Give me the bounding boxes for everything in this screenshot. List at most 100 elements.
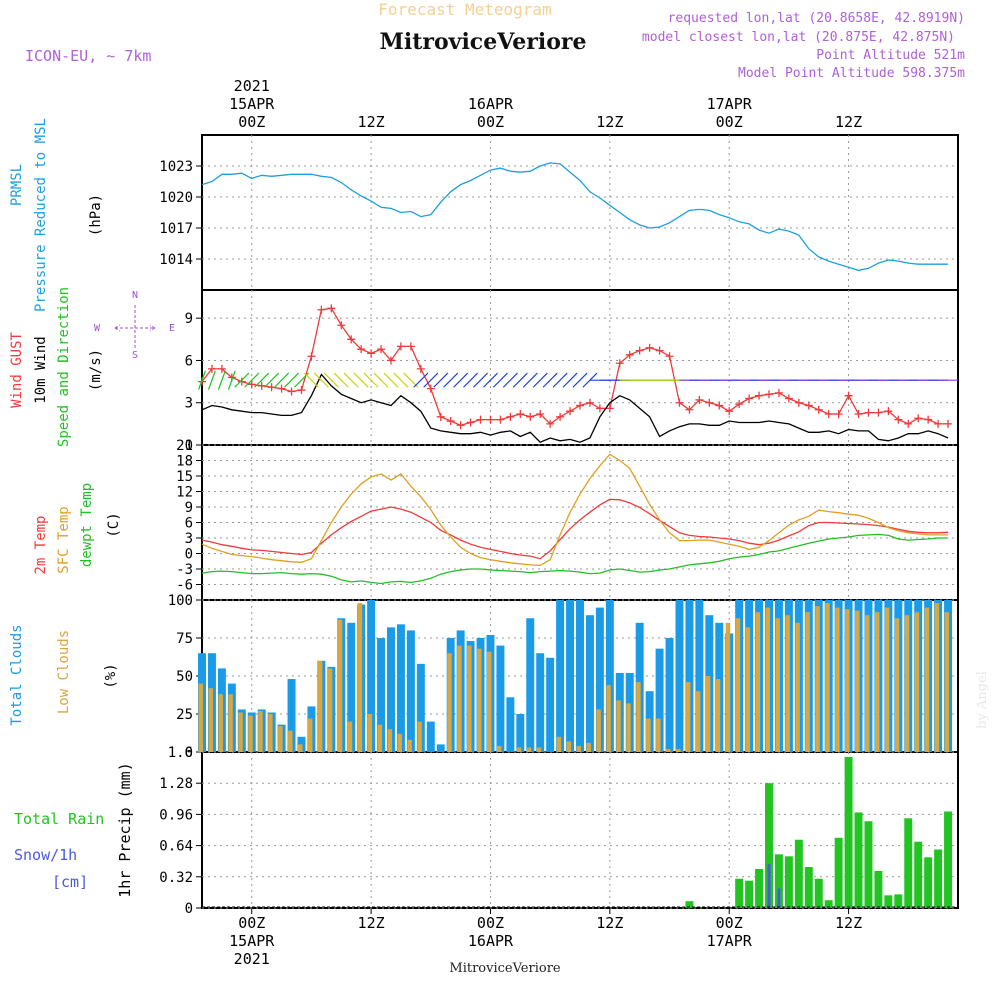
wind-direction-arrow xyxy=(463,372,479,388)
gust-marker xyxy=(307,352,316,361)
y-tick-label: 0 xyxy=(185,438,193,454)
model-altitude: Model Point Altitude 598.375m xyxy=(738,66,965,81)
low-cloud-bar xyxy=(636,682,641,752)
low-cloud-bar xyxy=(675,748,681,752)
gust-marker xyxy=(944,419,953,428)
low-cloud-bar xyxy=(904,615,910,752)
temp-line-3 xyxy=(201,533,949,585)
low-cloud-bar xyxy=(268,714,273,752)
rain-bar xyxy=(914,841,923,908)
panel-frame xyxy=(201,134,959,291)
snow-bar xyxy=(777,888,781,908)
axis-label-hpa: (hPa) xyxy=(88,194,104,236)
low-cloud-bar xyxy=(695,691,701,752)
total-cloud-bar xyxy=(496,645,505,752)
low-cloud-bar xyxy=(576,745,581,752)
gust-marker xyxy=(695,395,704,404)
low-cloud-bar xyxy=(874,612,880,752)
rain-bar xyxy=(934,849,943,908)
total-cloud-bar xyxy=(396,624,405,752)
bottom-hour-label: 12Z xyxy=(358,914,385,932)
rain-bar xyxy=(884,895,893,908)
low-cloud-bar xyxy=(944,612,950,752)
wind-direction-arrow xyxy=(333,372,349,388)
bottom-hour-label: 00Z xyxy=(238,914,265,932)
low-cloud-bar xyxy=(526,747,532,752)
low-cloud-bar xyxy=(536,747,542,752)
gust-marker xyxy=(317,305,326,314)
wind-direction-arrow xyxy=(443,372,459,388)
y-tick-label: 1017 xyxy=(159,221,193,237)
y-tick-label: 6 xyxy=(185,353,193,369)
gust-marker xyxy=(297,386,306,395)
gust-marker xyxy=(645,343,654,352)
gust-marker xyxy=(914,414,923,423)
gust-marker xyxy=(715,401,724,410)
bottom-hour-label: 00Z xyxy=(477,914,504,932)
rain-bar xyxy=(894,894,903,908)
gust-marker xyxy=(237,377,246,386)
panels: 10141017102010230369-6-30369121518210255… xyxy=(9,118,959,917)
total-cloud-bar xyxy=(595,607,604,752)
gust-marker xyxy=(605,404,614,413)
low-cloud-bar xyxy=(218,694,223,752)
rain-bar xyxy=(864,821,873,908)
total-cloud-bar xyxy=(516,714,525,752)
gust-marker xyxy=(377,345,386,354)
snow-bar xyxy=(767,864,771,908)
compass-rose xyxy=(114,305,156,350)
top-hour-label: 12Z xyxy=(358,113,385,131)
gust-marker xyxy=(536,410,545,418)
gust-marker xyxy=(267,383,276,392)
low-cloud-bar xyxy=(864,615,870,752)
total-cloud-bar xyxy=(536,653,545,752)
gust-marker xyxy=(595,404,604,413)
low-cloud-bar xyxy=(516,747,522,752)
low-cloud-bar xyxy=(596,709,601,752)
wind-direction-arrow xyxy=(562,372,578,388)
rain-bar xyxy=(755,869,764,908)
low-cloud-bar xyxy=(656,718,661,752)
low-cloud-bar xyxy=(447,653,452,752)
low-cloud-bar xyxy=(765,607,770,752)
gust-marker xyxy=(426,384,435,393)
gust-marker xyxy=(456,421,465,430)
compass-n: N xyxy=(132,290,138,301)
label-total-rain: Total Rain xyxy=(14,810,104,828)
low-cloud-bar xyxy=(357,603,363,752)
wind-speed-line xyxy=(201,373,949,443)
gust-marker xyxy=(615,359,624,368)
rain-bar xyxy=(735,878,744,908)
gust-marker xyxy=(506,412,515,421)
gust-marker xyxy=(665,352,674,361)
temp-line-1 xyxy=(201,498,949,560)
total-cloud-bar xyxy=(675,600,684,752)
wind-direction-arrow xyxy=(473,372,489,388)
compass-s: S xyxy=(132,350,138,361)
low-cloud-bar xyxy=(715,679,721,752)
station-title: MitroviceVeriore xyxy=(380,29,587,55)
wind-direction-arrow xyxy=(532,372,548,388)
y-tick-label: 3 xyxy=(185,531,193,547)
low-cloud-bar xyxy=(755,612,761,752)
axis-label-dewpt: dewpt Temp xyxy=(79,483,95,567)
bottom-date-label: 16APR xyxy=(468,932,514,950)
low-cloud-bar xyxy=(566,741,572,752)
pressure-series-group xyxy=(201,162,949,272)
rain-bar xyxy=(854,812,863,908)
axis-label-total-clouds: Total Clouds xyxy=(9,624,25,725)
wind-direction-arrow xyxy=(502,372,518,388)
top-hour-label: 12Z xyxy=(596,113,623,131)
wind-direction-arrow xyxy=(198,370,206,390)
panel-1: 1014 1017 1020 1023 xyxy=(159,134,959,291)
gust-marker xyxy=(367,349,376,358)
gust-marker xyxy=(864,408,873,417)
low-cloud-bar xyxy=(307,718,313,752)
point-altitude: Point Altitude 521m xyxy=(816,48,965,63)
cloud-series-group xyxy=(198,600,953,752)
wind-direction-arrow xyxy=(244,372,260,388)
low-cloud-bar xyxy=(845,609,850,752)
y-tick-label: 25 xyxy=(176,707,193,723)
rain-bar xyxy=(784,856,793,908)
